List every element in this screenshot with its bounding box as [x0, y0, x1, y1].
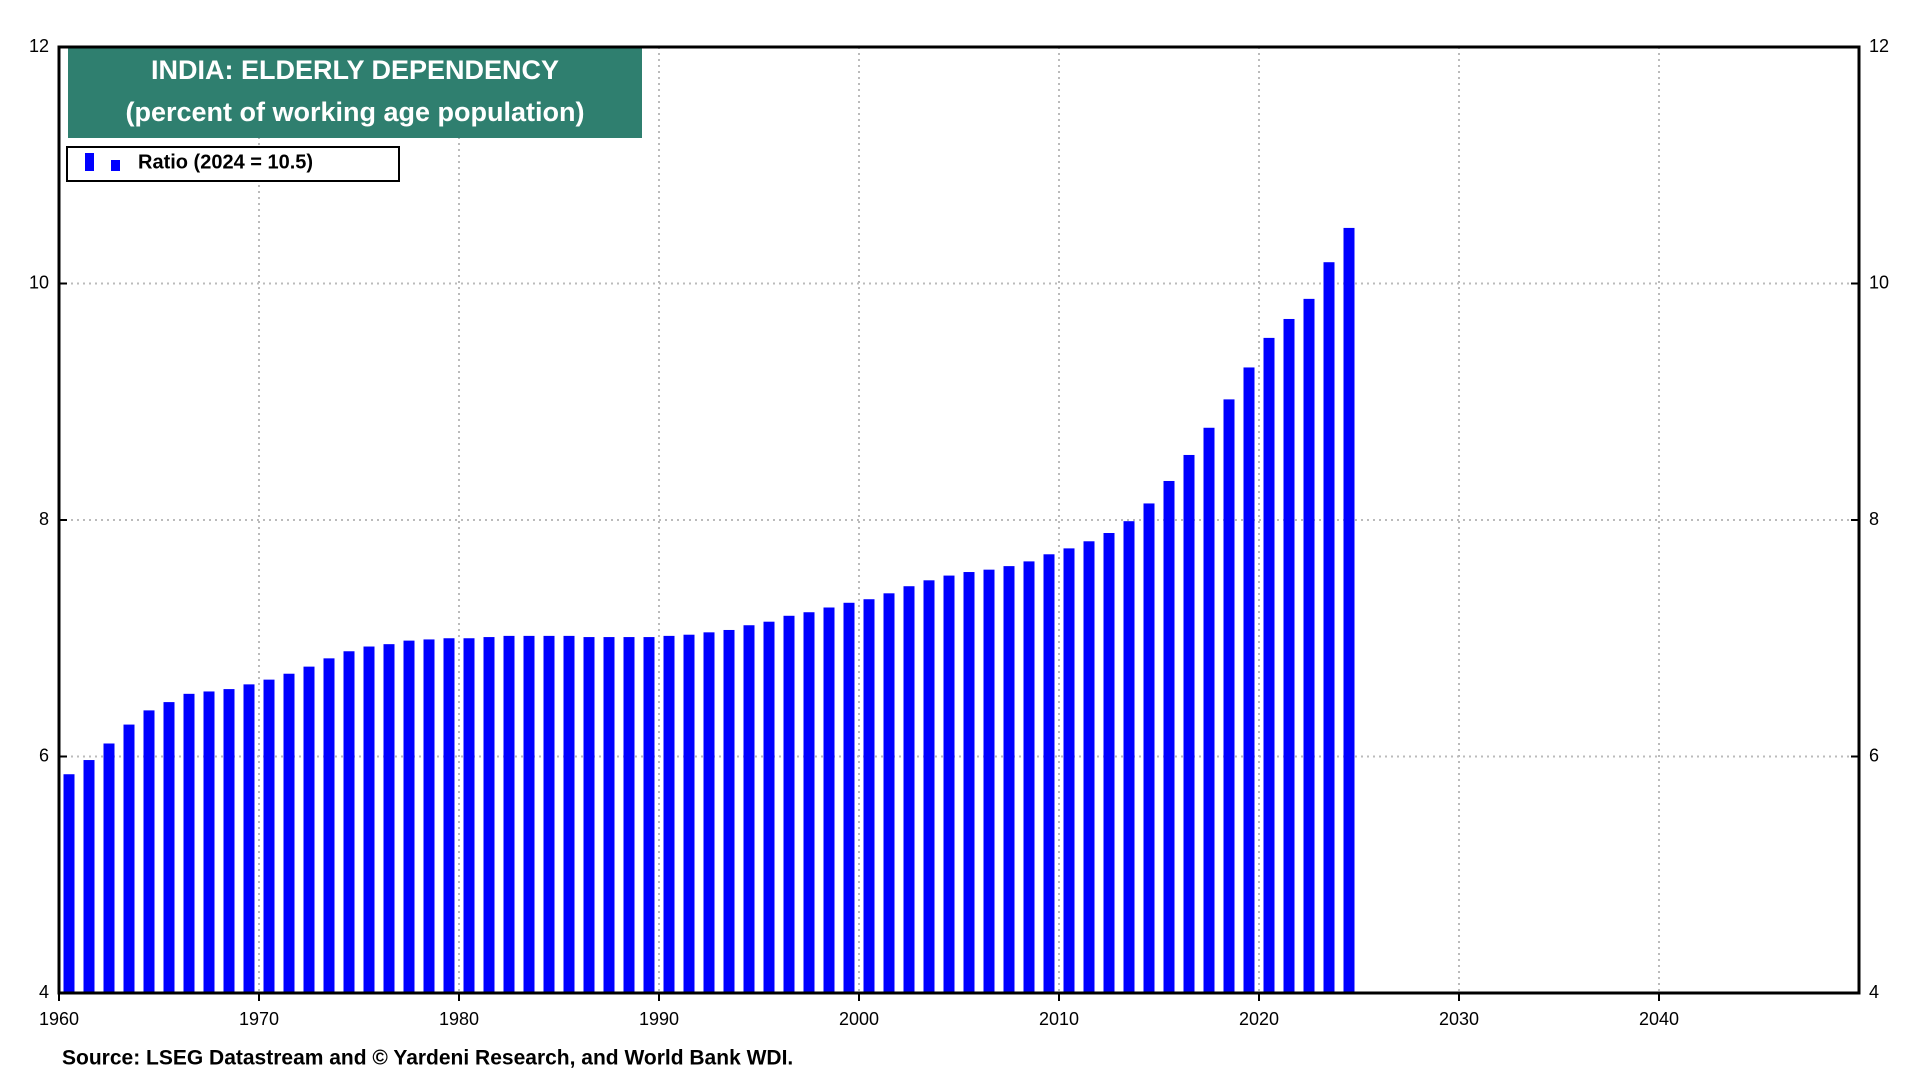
bar	[803, 612, 815, 993]
legend-swatch	[85, 153, 94, 171]
bar	[843, 602, 855, 993]
x-tick-label: 2040	[1639, 1009, 1679, 1029]
bar	[83, 760, 95, 993]
bar	[423, 639, 435, 993]
bar	[163, 702, 175, 993]
bar	[943, 575, 955, 993]
bar	[303, 666, 315, 993]
bar	[1303, 298, 1315, 993]
bar	[363, 646, 375, 993]
y2-tick-label: 10	[1869, 272, 1889, 292]
y2-tick-label: 12	[1869, 36, 1889, 56]
bar	[763, 621, 775, 993]
bar	[343, 651, 355, 993]
bar	[983, 569, 995, 993]
chart-subtitle: (percent of working age population)	[126, 97, 585, 127]
bar	[563, 635, 575, 993]
bar	[203, 691, 215, 993]
x-tick-label: 2000	[839, 1009, 879, 1029]
bar	[283, 673, 295, 993]
bar	[1203, 427, 1215, 993]
bar	[1263, 337, 1275, 993]
bar	[1043, 554, 1055, 993]
bar	[923, 580, 935, 993]
bar	[323, 658, 335, 993]
bar	[543, 635, 555, 993]
bar	[683, 634, 695, 993]
bar	[183, 693, 195, 993]
bar	[103, 743, 115, 993]
x-tick-label: 2020	[1239, 1009, 1279, 1029]
legend-box	[66, 146, 400, 182]
y-tick-label: 12	[29, 36, 49, 56]
bar	[1283, 318, 1295, 994]
bar	[883, 593, 895, 993]
bar	[703, 632, 715, 993]
bar	[823, 607, 835, 993]
bar	[903, 586, 915, 993]
bars	[63, 227, 1355, 994]
y2-tick-label: 4	[1869, 982, 1879, 1002]
x-tick-label: 1990	[639, 1009, 679, 1029]
bar	[663, 635, 675, 993]
bar	[263, 679, 275, 993]
bar	[1003, 566, 1015, 993]
bar	[1103, 533, 1115, 993]
bar	[143, 710, 155, 993]
legend-label: Ratio (2024 = 10.5)	[138, 151, 313, 173]
title-box	[68, 47, 642, 138]
bar	[863, 599, 875, 993]
bar	[723, 629, 735, 993]
bar	[463, 638, 475, 993]
bar	[1243, 367, 1255, 993]
bar	[123, 724, 135, 993]
bar	[523, 635, 535, 993]
bar	[1143, 503, 1155, 993]
bar	[1023, 561, 1035, 993]
bar	[1063, 548, 1075, 993]
y2-tick-label: 8	[1869, 509, 1879, 529]
bar	[383, 644, 395, 993]
bar	[1323, 262, 1335, 994]
bar	[1083, 541, 1095, 993]
bar	[1123, 521, 1135, 993]
bar	[1343, 227, 1355, 994]
bar	[443, 638, 455, 993]
bar	[483, 637, 495, 993]
bar	[783, 615, 795, 993]
bar	[603, 637, 615, 993]
bar	[963, 572, 975, 993]
bar	[63, 774, 75, 993]
bar	[623, 637, 635, 993]
x-tick-label: 1980	[439, 1009, 479, 1029]
y-tick-label: 6	[39, 745, 49, 765]
bar	[1183, 454, 1195, 993]
bar	[743, 625, 755, 993]
y-tick-label: 8	[39, 509, 49, 529]
x-tick-label: 2010	[1039, 1009, 1079, 1029]
bar	[503, 635, 515, 993]
y-tick-label: 10	[29, 272, 49, 292]
legend-swatch	[111, 160, 120, 171]
y-tick-label: 4	[39, 982, 49, 1002]
x-tick-label: 1970	[239, 1009, 279, 1029]
x-tick-label: 2030	[1439, 1009, 1479, 1029]
bar	[643, 637, 655, 993]
source-note: Source: LSEG Datastream and © Yardeni Re…	[62, 1047, 793, 1070]
chart-title: INDIA: ELDERLY DEPENDENCY	[151, 55, 559, 85]
bar	[583, 637, 595, 993]
bar	[243, 684, 255, 993]
x-tick-label: 1960	[39, 1009, 79, 1029]
bar	[1223, 399, 1235, 993]
bar	[403, 640, 415, 993]
bar	[1163, 480, 1175, 993]
y2-tick-label: 6	[1869, 745, 1879, 765]
bar	[223, 689, 235, 993]
